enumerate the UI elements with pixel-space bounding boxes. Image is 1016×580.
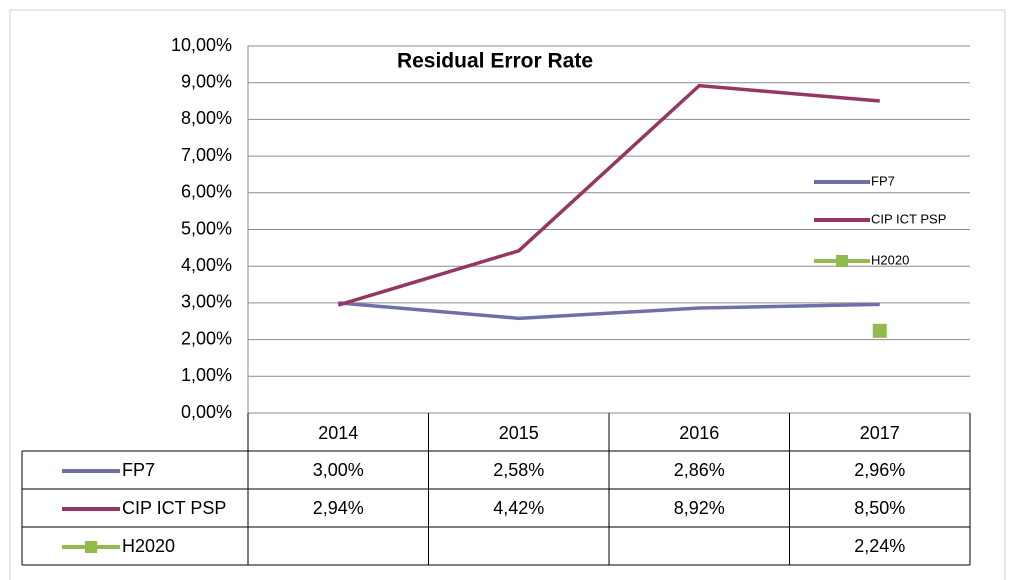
y-tick-label: 2,00% [181,328,232,348]
table-series-name: FP7 [122,460,155,480]
table-value: 2,94% [313,498,364,518]
table-value: 2,24% [854,536,905,556]
table-series-name: CIP ICT PSP [122,498,226,518]
y-tick-label: 5,00% [181,218,232,238]
x-tick-label: 2014 [318,423,358,443]
y-tick-label: 0,00% [181,402,232,422]
series-line [337,83,880,307]
table-value: 2,58% [493,460,544,480]
chart-title: Residual Error Rate [397,50,593,73]
legend-label: FP7 [871,173,895,188]
y-tick-label: 8,00% [181,108,232,128]
y-tick-label: 9,00% [181,71,232,91]
x-tick-label: 2017 [860,423,900,443]
legend-marker [85,541,97,553]
y-tick-label: 6,00% [181,182,232,202]
table-value: 2,86% [674,460,725,480]
y-tick-label: 3,00% [181,292,232,312]
x-tick-label: 2015 [499,423,539,443]
y-tick-label: 4,00% [181,255,232,275]
series-line [338,301,880,321]
table-series-name: H2020 [122,536,175,556]
y-tick-label: 10,00% [171,35,232,55]
legend-marker [836,255,848,267]
legend-label: H2020 [871,252,909,267]
x-tick-label: 2016 [679,423,719,443]
legend-label: CIP ICT PSP [871,211,946,226]
table-value: 8,50% [854,498,905,518]
y-tick-label: 1,00% [181,365,232,385]
table-value: 8,92% [674,498,725,518]
table-value: 4,42% [493,498,544,518]
table-value: 2,96% [854,460,905,480]
chart-frame [9,9,1006,580]
table-value: 3,00% [313,460,364,480]
series-marker [872,323,887,338]
y-tick-label: 7,00% [181,145,232,165]
